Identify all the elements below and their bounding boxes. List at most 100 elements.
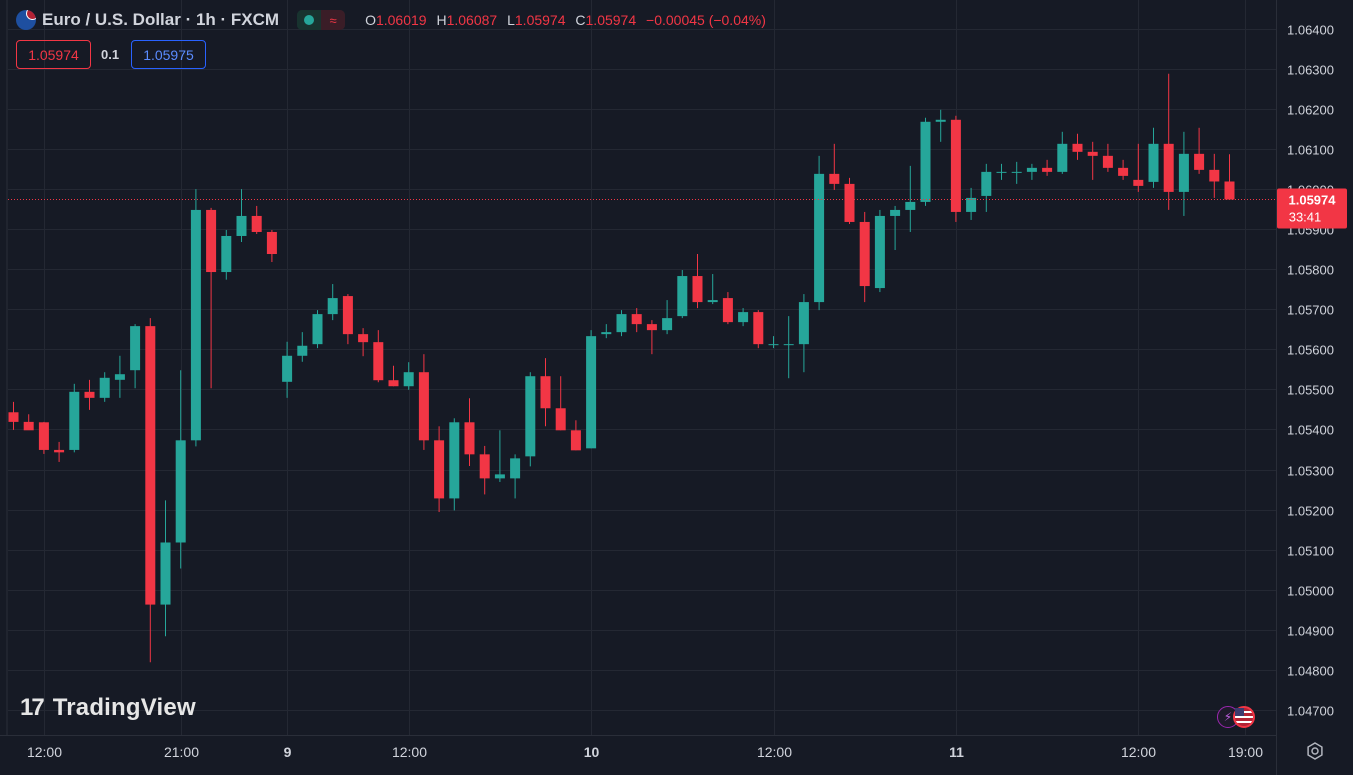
candle bbox=[616, 310, 627, 337]
eur-usd-flag-icon bbox=[16, 10, 36, 30]
price-tick-label: 1.05800 bbox=[1287, 263, 1334, 278]
candle bbox=[905, 165, 916, 232]
candle-body bbox=[646, 324, 657, 331]
close-value: 1.05974 bbox=[585, 12, 637, 28]
candle-body bbox=[1042, 167, 1053, 172]
candle-body bbox=[190, 209, 201, 441]
candle bbox=[84, 379, 95, 410]
tradingview-watermark: 17 TradingView bbox=[20, 694, 196, 722]
candle bbox=[692, 254, 703, 309]
candle-body bbox=[844, 183, 855, 222]
time-tick-label: 10 bbox=[584, 744, 600, 760]
tradingview-text: TradingView bbox=[52, 694, 196, 721]
price-tick-label: 1.05300 bbox=[1287, 464, 1334, 479]
sell-button[interactable]: 1.05974 bbox=[16, 40, 91, 69]
candle bbox=[996, 163, 1007, 180]
time-tick-label: 9 bbox=[284, 744, 292, 760]
candle-body bbox=[373, 342, 384, 381]
candle bbox=[844, 177, 855, 224]
countdown-label: 33:41 bbox=[1289, 210, 1322, 225]
candle-body bbox=[920, 121, 931, 202]
candle-body bbox=[114, 374, 125, 380]
settings-gear-icon[interactable] bbox=[1306, 742, 1324, 760]
candle bbox=[130, 324, 141, 389]
candle-body bbox=[145, 326, 156, 605]
candle-body bbox=[38, 422, 49, 450]
change-value: −0.00045 (−0.04%) bbox=[646, 12, 766, 28]
candle bbox=[783, 316, 794, 379]
us-flag-icon[interactable] bbox=[1233, 706, 1255, 728]
candle-body bbox=[1178, 153, 1189, 192]
candle-body bbox=[282, 355, 293, 382]
candle-body bbox=[692, 276, 703, 303]
price-tick-label: 1.06100 bbox=[1287, 143, 1334, 158]
price-tick-label: 1.06200 bbox=[1287, 103, 1334, 118]
candle-body bbox=[966, 197, 977, 212]
candle-body bbox=[479, 454, 490, 479]
candle-body bbox=[798, 302, 809, 345]
candle bbox=[1102, 143, 1113, 172]
candle bbox=[1224, 154, 1235, 200]
candle bbox=[540, 358, 551, 427]
time-tick-label: 11 bbox=[949, 744, 964, 760]
candle-body bbox=[1102, 155, 1113, 168]
candle bbox=[327, 284, 338, 321]
candle-body bbox=[1087, 151, 1098, 156]
buy-button[interactable]: 1.05975 bbox=[131, 40, 206, 69]
candle-body bbox=[418, 372, 429, 441]
candle bbox=[1163, 73, 1174, 210]
candle bbox=[935, 109, 946, 142]
candle bbox=[646, 320, 657, 355]
candle bbox=[38, 421, 49, 454]
candle bbox=[373, 330, 384, 383]
candle-body bbox=[160, 542, 171, 605]
candle-body bbox=[905, 201, 916, 210]
spread-value: 0.1 bbox=[101, 47, 120, 62]
ohlc-values: O1.06019 H1.06087 L1.05974 C1.05974 −0.0… bbox=[365, 12, 766, 28]
candle-body bbox=[358, 334, 369, 343]
price-tick-label: 1.04700 bbox=[1287, 704, 1334, 719]
candle-body bbox=[829, 173, 840, 184]
candle-body bbox=[1194, 153, 1205, 170]
close-label: C bbox=[575, 12, 586, 28]
price-tick-label: 1.06400 bbox=[1287, 23, 1334, 38]
candle-body bbox=[84, 391, 95, 398]
low-value: 1.05974 bbox=[514, 12, 566, 28]
candle-body bbox=[859, 221, 870, 287]
price-tick-label: 1.05000 bbox=[1287, 584, 1334, 599]
candle-body bbox=[1026, 167, 1037, 172]
price-axis[interactable]: 1.04700 1.04800 1.04900 1.05000 1.05100 1.052… bbox=[1287, 23, 1334, 719]
status-pill[interactable]: ≈ bbox=[297, 10, 346, 30]
time-tick-label: 21:00 bbox=[164, 744, 199, 760]
candle bbox=[510, 454, 521, 499]
market-open-icon bbox=[297, 10, 322, 30]
candle-body bbox=[8, 412, 19, 422]
candle bbox=[890, 205, 901, 251]
time-axis[interactable]: 12:00 21:00 9 12:00 10 12:00 11 12:00 19:00 bbox=[27, 744, 1263, 760]
candle bbox=[722, 292, 733, 325]
candle-body bbox=[494, 474, 505, 479]
price-tick-label: 1.05600 bbox=[1287, 343, 1334, 358]
candle bbox=[23, 414, 34, 431]
event-badges[interactable]: ⚡ bbox=[1217, 706, 1261, 728]
candle bbox=[464, 398, 475, 466]
candle-body bbox=[69, 391, 80, 450]
candle bbox=[145, 318, 156, 663]
candle-body bbox=[753, 312, 764, 345]
candle bbox=[236, 189, 247, 242]
candle-body bbox=[981, 171, 992, 196]
candle bbox=[798, 294, 809, 373]
candle-body bbox=[23, 421, 34, 431]
symbol-title[interactable]: Euro / U.S. Dollar · 1h · FXCM bbox=[42, 10, 280, 29]
candle bbox=[1148, 127, 1159, 188]
candle-body bbox=[251, 215, 262, 232]
candle bbox=[1178, 131, 1189, 216]
candle-body bbox=[327, 298, 338, 315]
candle-body bbox=[266, 231, 277, 255]
candle bbox=[1133, 143, 1144, 192]
candle bbox=[950, 115, 961, 222]
candles[interactable] bbox=[8, 73, 1235, 663]
grid-lines bbox=[0, 0, 1277, 775]
